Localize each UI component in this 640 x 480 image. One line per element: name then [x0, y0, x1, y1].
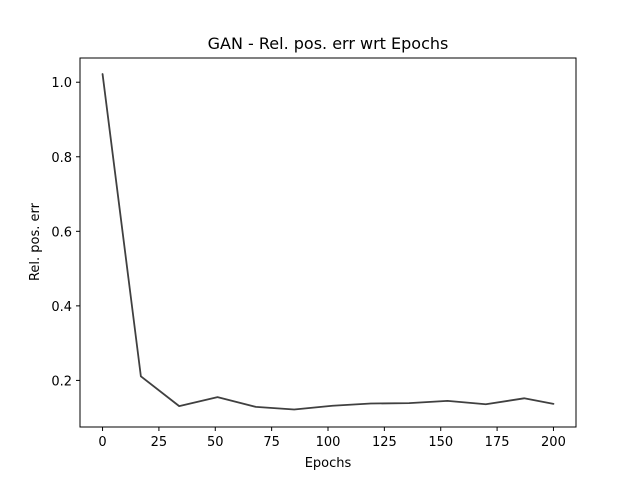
- y-axis-label: Rel. pos. err: [28, 202, 43, 281]
- y-axis: 0.2 0.4 0.6 0.8 1.0: [51, 76, 80, 389]
- x-tick-label: 150: [428, 435, 453, 450]
- y-tick-label: 0.2: [51, 374, 72, 389]
- x-axis-label: Epochs: [305, 456, 352, 471]
- x-tick-label: 125: [372, 435, 397, 450]
- chart-title: GAN - Rel. pos. err wrt Epochs: [208, 34, 449, 53]
- x-tick-label: 50: [207, 435, 224, 450]
- y-tick-label: 0.6: [51, 225, 72, 240]
- series-line: [101, 73, 555, 411]
- y-tick-label: 0.8: [51, 151, 72, 166]
- y-tick-label: 0.4: [51, 300, 72, 315]
- x-tick-label: 100: [316, 435, 341, 450]
- x-tick-label: 75: [263, 435, 280, 450]
- x-tick-label: 200: [541, 435, 566, 450]
- x-tick-label: 0: [98, 435, 106, 450]
- x-axis: 0 25 50 75 100 125 150 175 200: [98, 427, 566, 450]
- series-layer: [101, 73, 555, 411]
- x-tick-label: 25: [151, 435, 168, 450]
- y-tick-label: 1.0: [51, 76, 72, 91]
- plot-frame: [79, 57, 577, 428]
- x-tick-label: 175: [485, 435, 510, 450]
